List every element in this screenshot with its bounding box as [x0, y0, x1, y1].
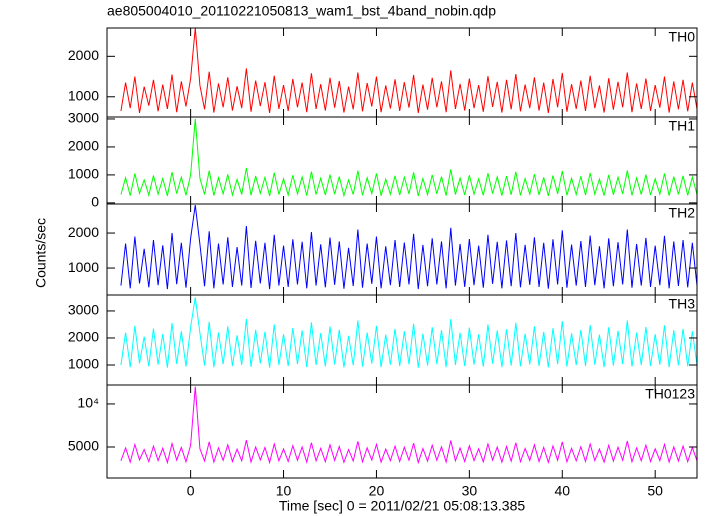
series-line [120, 118, 697, 198]
x-axis-label: Time [sec] 0 = 2011/02/21 05:08:13.385 [279, 498, 526, 514]
panel-frame [106, 384, 698, 479]
y-tick-label: 1000 [68, 87, 99, 103]
y-tick-label: 3000 [68, 302, 99, 318]
chart-title: ae805004010_20110221050813_wam1_bst_4ban… [107, 3, 496, 19]
y-tick-label: 1000 [68, 356, 99, 372]
y-tick-label: 1000 [68, 166, 99, 182]
panel-label: TH0123 [645, 386, 695, 402]
y-tick-label: 2000 [68, 224, 99, 240]
y-tick-label: 2000 [68, 138, 99, 154]
x-tick-label: 10 [276, 483, 292, 499]
y-axis-label: Counts/sec [33, 218, 49, 288]
panel-label: TH2 [669, 205, 696, 221]
x-tick-label: 50 [647, 483, 663, 499]
y-tick-label: 2000 [68, 47, 99, 63]
series-line [120, 297, 697, 368]
x-tick-label: 40 [554, 483, 570, 499]
panel-frame [106, 294, 698, 386]
panel-label: TH1 [669, 118, 696, 134]
panel-frame [106, 116, 698, 205]
y-tick-label: 2000 [68, 329, 99, 345]
panel-label: TH0 [669, 29, 696, 45]
series-line [120, 28, 697, 114]
panel-frame [106, 203, 698, 296]
y-tick-label: 1000 [68, 259, 99, 275]
y-tick-label: 0 [91, 194, 99, 210]
x-tick-label: 20 [369, 483, 385, 499]
y-tick-label: 10⁴ [77, 395, 99, 411]
y-tick-label: 5000 [68, 438, 99, 454]
panel-frame [106, 27, 698, 118]
x-tick-label: 0 [187, 483, 195, 499]
panel-label: TH3 [669, 296, 696, 312]
x-tick-label: 30 [462, 483, 478, 499]
y-tick-label: 3000 [68, 110, 99, 126]
series-line [120, 204, 697, 290]
series-line [120, 386, 697, 465]
